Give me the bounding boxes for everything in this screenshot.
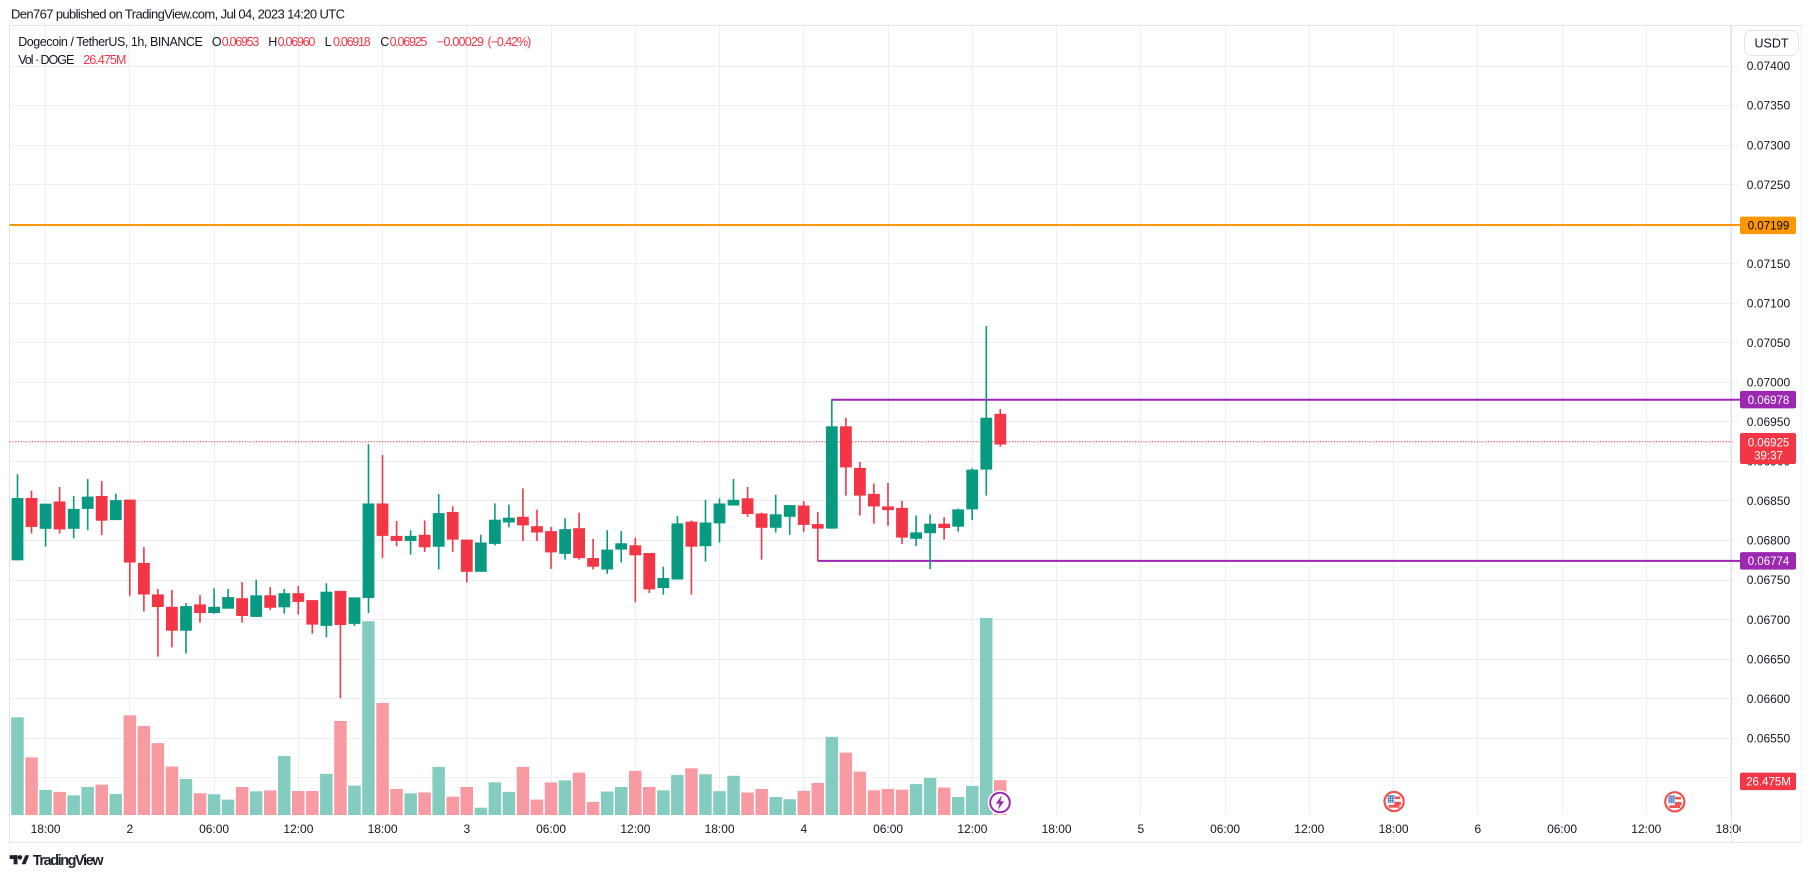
svg-text:0.07150: 0.07150 [1747,257,1791,271]
svg-text:0.07300: 0.07300 [1747,138,1791,152]
svg-text:0.06600: 0.06600 [1747,692,1791,706]
svg-text:0.07000: 0.07000 [1747,376,1791,390]
svg-text:12:00: 12:00 [1294,822,1324,836]
svg-text:06:00: 06:00 [873,822,903,836]
svg-text:Dogecoin / TetherUS, 1h, BINAN: Dogecoin / TetherUS, 1h, BINANCE [18,35,203,49]
svg-text:0.06800: 0.06800 [1747,534,1791,548]
svg-text:0.06918: 0.06918 [333,35,371,49]
svg-text:18:00: 18:00 [1042,822,1072,836]
svg-text:12:00: 12:00 [1631,822,1661,836]
svg-text:0.07350: 0.07350 [1747,99,1791,113]
svg-text:L: L [325,35,332,49]
svg-text:06:00: 06:00 [536,822,566,836]
svg-text:0.06650: 0.06650 [1747,652,1791,666]
svg-text:O: O [212,35,222,49]
svg-text:(−0.42%): (−0.42%) [488,35,532,49]
svg-text:18:00: 18:00 [368,822,398,836]
svg-text:−0.00029: −0.00029 [437,35,484,49]
svg-text:26.475M: 26.475M [83,53,126,67]
svg-text:USDT: USDT [1754,36,1788,50]
svg-text:3: 3 [464,822,471,836]
svg-text:C: C [380,35,389,49]
svg-text:0.06700: 0.06700 [1747,613,1791,627]
svg-text:0.07100: 0.07100 [1747,296,1791,310]
svg-text:0.06978: 0.06978 [1748,395,1790,407]
svg-text:Vol · DOGE: Vol · DOGE [18,53,74,67]
svg-text:12:00: 12:00 [283,822,313,836]
svg-text:0.06925: 0.06925 [390,35,428,49]
svg-text:0.06774: 0.06774 [1748,556,1790,568]
svg-text:6: 6 [1474,822,1481,836]
svg-text:5: 5 [1137,822,1144,836]
svg-text:0.06953: 0.06953 [222,35,260,49]
svg-text:06:00: 06:00 [1547,822,1577,836]
svg-text:0.07199: 0.07199 [1748,220,1790,232]
svg-text:06:00: 06:00 [199,822,229,836]
svg-text:12:00: 12:00 [620,822,650,836]
svg-text:26.475M: 26.475M [1746,777,1791,789]
svg-text:2: 2 [126,822,133,836]
svg-text:4: 4 [801,822,808,836]
svg-text:0.07400: 0.07400 [1747,59,1791,73]
svg-text:0.06550: 0.06550 [1747,731,1791,745]
svg-text:18:00: 18:00 [1716,822,1746,836]
svg-text:18:00: 18:00 [705,822,735,836]
svg-text:0.06960: 0.06960 [278,35,316,49]
svg-text:06:00: 06:00 [1210,822,1240,836]
svg-text:0.06750: 0.06750 [1747,573,1791,587]
svg-text:0.07050: 0.07050 [1747,336,1791,350]
svg-text:0.06950: 0.06950 [1747,415,1791,429]
svg-text:18:00: 18:00 [31,822,61,836]
svg-text:12:00: 12:00 [957,822,987,836]
svg-text:TradingView: TradingView [33,853,104,869]
svg-text:18:00: 18:00 [1379,822,1409,836]
svg-text:H: H [268,35,277,49]
svg-text:Den767 published on TradingVie: Den767 published on TradingView.com, Jul… [11,6,345,21]
svg-text:0.07250: 0.07250 [1747,178,1791,192]
svg-text:0.06850: 0.06850 [1747,494,1791,508]
svg-text:39:37: 39:37 [1754,451,1783,463]
svg-text:0.06925: 0.06925 [1748,438,1790,450]
